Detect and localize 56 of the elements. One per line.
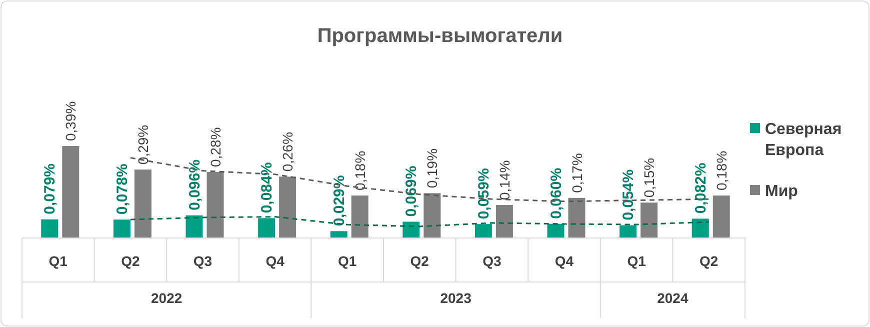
data-label: 0,082% bbox=[692, 162, 710, 214]
bar bbox=[134, 170, 152, 238]
data-label: 0,029% bbox=[330, 175, 348, 226]
x-tick-label: Q4 bbox=[554, 253, 574, 269]
x-tick-label: Q2 bbox=[700, 253, 718, 269]
data-label: 0,079% bbox=[42, 163, 59, 214]
data-label: 0,069% bbox=[403, 166, 420, 217]
bar bbox=[402, 222, 420, 238]
data-label: 0,19% bbox=[424, 148, 440, 188]
bar bbox=[186, 215, 203, 238]
bar bbox=[330, 231, 348, 238]
data-label: 0,084% bbox=[258, 162, 276, 214]
bar bbox=[279, 176, 296, 238]
x-tick-label: Q3 bbox=[193, 253, 212, 269]
bar bbox=[568, 198, 586, 238]
data-label: 0,39% bbox=[62, 101, 79, 141]
bar bbox=[712, 196, 730, 238]
x-tick-label: Q1 bbox=[338, 253, 357, 269]
bar bbox=[113, 220, 130, 238]
text: 2022 bbox=[151, 290, 182, 306]
x-tick-label: Q2 bbox=[410, 253, 430, 269]
data-label: 0,26% bbox=[280, 132, 296, 172]
text: 2024 bbox=[657, 290, 688, 306]
bar bbox=[474, 224, 492, 238]
data-label: 0,28% bbox=[207, 127, 224, 167]
bar bbox=[62, 146, 80, 238]
data-label: 0,18% bbox=[352, 150, 368, 191]
text: 2023 bbox=[440, 290, 472, 306]
data-label: 0,15% bbox=[641, 158, 658, 198]
data-label: 0,14% bbox=[496, 160, 512, 200]
bar bbox=[547, 224, 564, 238]
data-label: 0,18% bbox=[713, 150, 730, 191]
data-label: 0,060% bbox=[548, 168, 565, 219]
bar bbox=[640, 202, 658, 238]
bar bbox=[41, 219, 58, 238]
bar bbox=[620, 225, 637, 238]
data-label: 0,054% bbox=[620, 169, 638, 220]
data-label: 0,059% bbox=[475, 168, 492, 220]
data-label: 0,078% bbox=[114, 164, 131, 215]
x-tick-label: Q1 bbox=[48, 253, 68, 269]
bar bbox=[692, 218, 709, 238]
legend-label: Северная Европа bbox=[765, 121, 842, 159]
bar bbox=[424, 193, 441, 238]
bar bbox=[258, 218, 276, 238]
data-label: 0,17% bbox=[568, 153, 585, 193]
bar bbox=[496, 204, 513, 238]
bar bbox=[206, 172, 224, 238]
data-label: 0,096% bbox=[186, 159, 204, 210]
x-tick-label: Q1 bbox=[627, 253, 646, 269]
legend-label: Мир bbox=[765, 183, 798, 200]
data-label: 0,29% bbox=[134, 124, 151, 165]
chart-title: Программы-вымогатели bbox=[317, 25, 563, 47]
x-tick-label: Q3 bbox=[482, 253, 502, 269]
x-tick-label: Q2 bbox=[121, 253, 140, 269]
x-tick-label: Q4 bbox=[266, 253, 285, 269]
bar bbox=[351, 196, 368, 238]
